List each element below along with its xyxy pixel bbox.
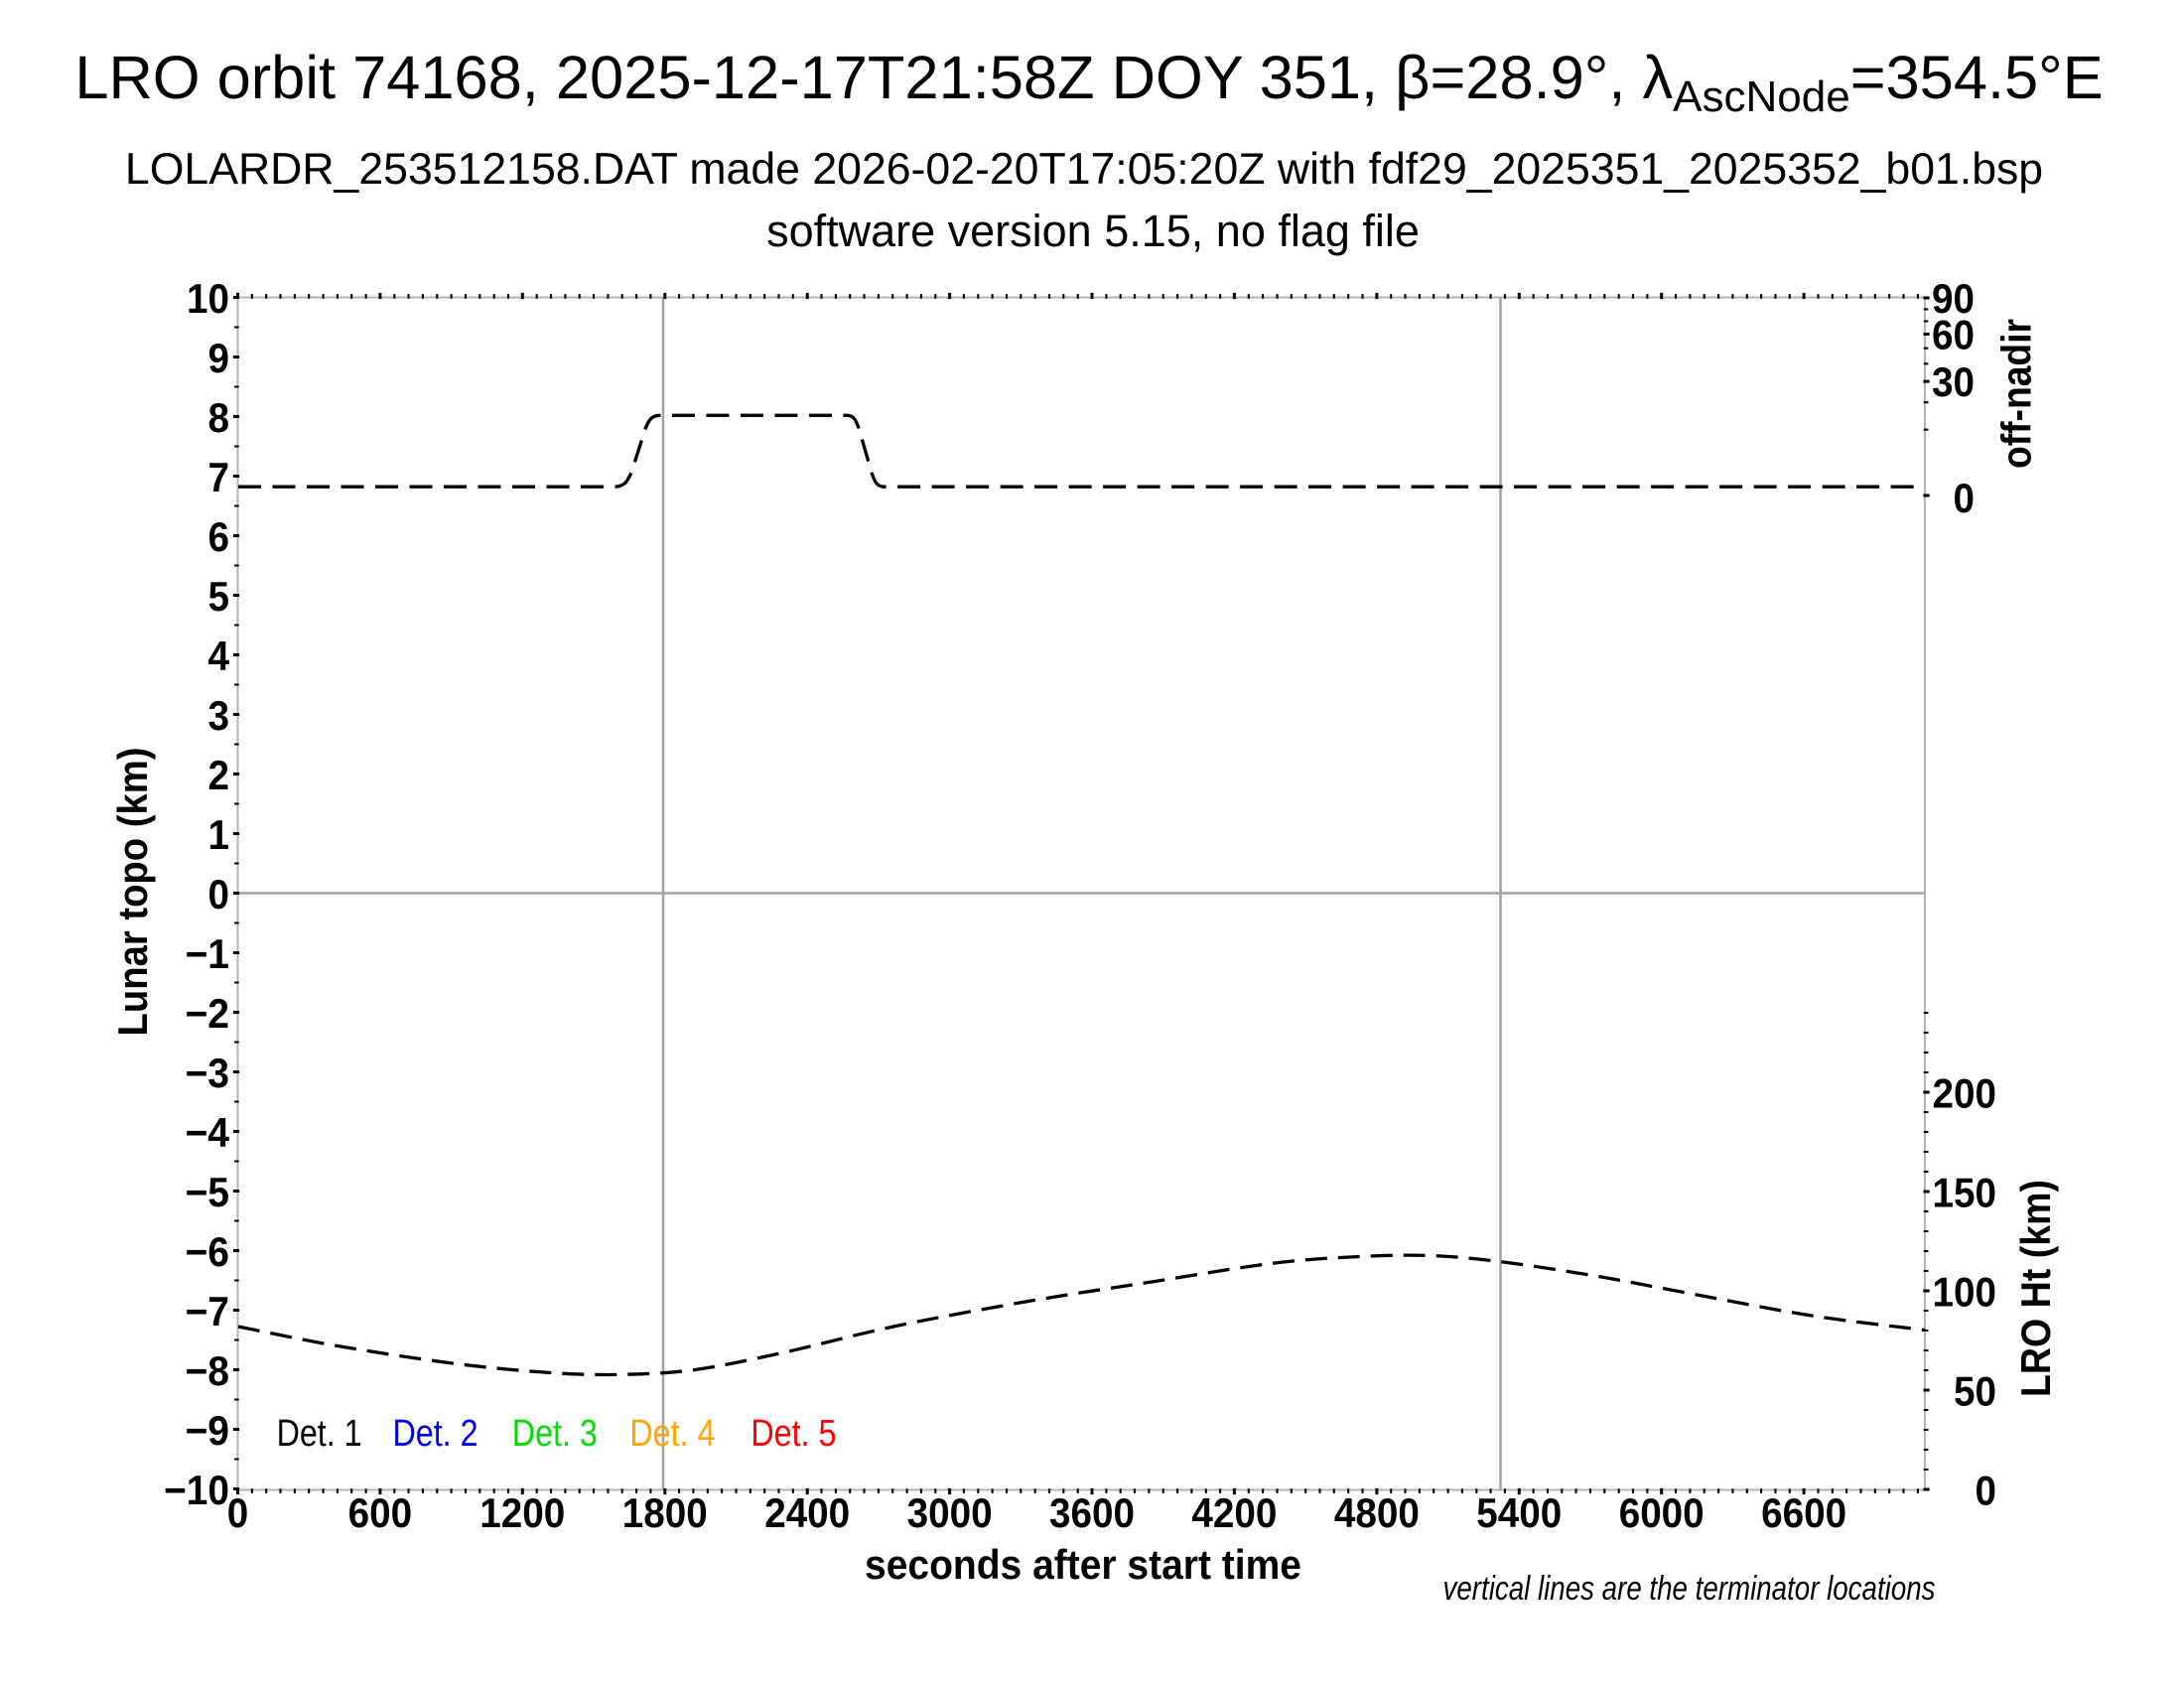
svg-text:8: 8 bbox=[208, 394, 230, 441]
svg-text:4: 4 bbox=[208, 633, 230, 679]
svg-text:LRO Ht (km): LRO Ht (km) bbox=[2012, 1180, 2059, 1397]
svg-text:5: 5 bbox=[208, 573, 230, 620]
svg-text:0: 0 bbox=[1954, 475, 1976, 521]
svg-text:4800: 4800 bbox=[1334, 1489, 1420, 1536]
svg-text:30: 30 bbox=[1932, 358, 1975, 405]
svg-text:50: 50 bbox=[1954, 1368, 1996, 1415]
svg-text:Det. 2: Det. 2 bbox=[393, 1413, 478, 1455]
svg-text:90: 90 bbox=[1932, 275, 1975, 322]
svg-text:−10: −10 bbox=[164, 1467, 229, 1513]
svg-text:3600: 3600 bbox=[1049, 1489, 1135, 1536]
svg-text:5400: 5400 bbox=[1476, 1489, 1562, 1536]
svg-text:2400: 2400 bbox=[764, 1489, 850, 1536]
svg-text:−7: −7 bbox=[186, 1288, 230, 1335]
svg-text:150: 150 bbox=[1933, 1170, 1997, 1216]
svg-text:−2: −2 bbox=[186, 990, 230, 1037]
svg-text:−6: −6 bbox=[186, 1228, 230, 1275]
svg-text:6: 6 bbox=[208, 513, 230, 560]
svg-text:1200: 1200 bbox=[479, 1489, 565, 1536]
svg-text:−1: −1 bbox=[186, 930, 230, 977]
svg-text:vertical lines are the termina: vertical lines are the terminator locati… bbox=[1443, 1570, 1936, 1608]
svg-text:6000: 6000 bbox=[1619, 1489, 1705, 1536]
svg-text:1: 1 bbox=[208, 811, 230, 858]
svg-text:−9: −9 bbox=[186, 1407, 230, 1454]
svg-text:Det. 4: Det. 4 bbox=[629, 1413, 715, 1455]
svg-text:−8: −8 bbox=[186, 1347, 230, 1394]
svg-text:0: 0 bbox=[208, 871, 230, 917]
svg-text:9: 9 bbox=[208, 335, 230, 381]
svg-text:100: 100 bbox=[1933, 1269, 1997, 1316]
svg-text:4200: 4200 bbox=[1191, 1489, 1277, 1536]
svg-text:3000: 3000 bbox=[907, 1489, 993, 1536]
svg-text:2: 2 bbox=[208, 752, 230, 798]
svg-text:60: 60 bbox=[1932, 312, 1975, 358]
svg-text:Det. 3: Det. 3 bbox=[512, 1413, 598, 1455]
svg-text:off-nadir: off-nadir bbox=[1993, 319, 2040, 469]
svg-text:Lunar topo (km): Lunar topo (km) bbox=[109, 748, 156, 1037]
svg-text:−3: −3 bbox=[186, 1050, 230, 1096]
svg-text:−4: −4 bbox=[186, 1109, 230, 1156]
svg-text:600: 600 bbox=[348, 1489, 413, 1536]
svg-text:−5: −5 bbox=[186, 1169, 230, 1215]
svg-text:Det. 5: Det. 5 bbox=[751, 1413, 836, 1455]
svg-text:0: 0 bbox=[1976, 1468, 1997, 1514]
svg-text:1800: 1800 bbox=[622, 1489, 708, 1536]
svg-text:0: 0 bbox=[227, 1489, 249, 1536]
svg-text:10: 10 bbox=[187, 275, 229, 322]
svg-text:3: 3 bbox=[208, 692, 230, 739]
svg-text:7: 7 bbox=[208, 454, 230, 500]
svg-text:seconds after start time: seconds after start time bbox=[865, 1541, 1301, 1588]
svg-text:Det. 1: Det. 1 bbox=[277, 1413, 362, 1455]
svg-text:200: 200 bbox=[1933, 1070, 1997, 1117]
svg-text:6600: 6600 bbox=[1761, 1489, 1846, 1536]
